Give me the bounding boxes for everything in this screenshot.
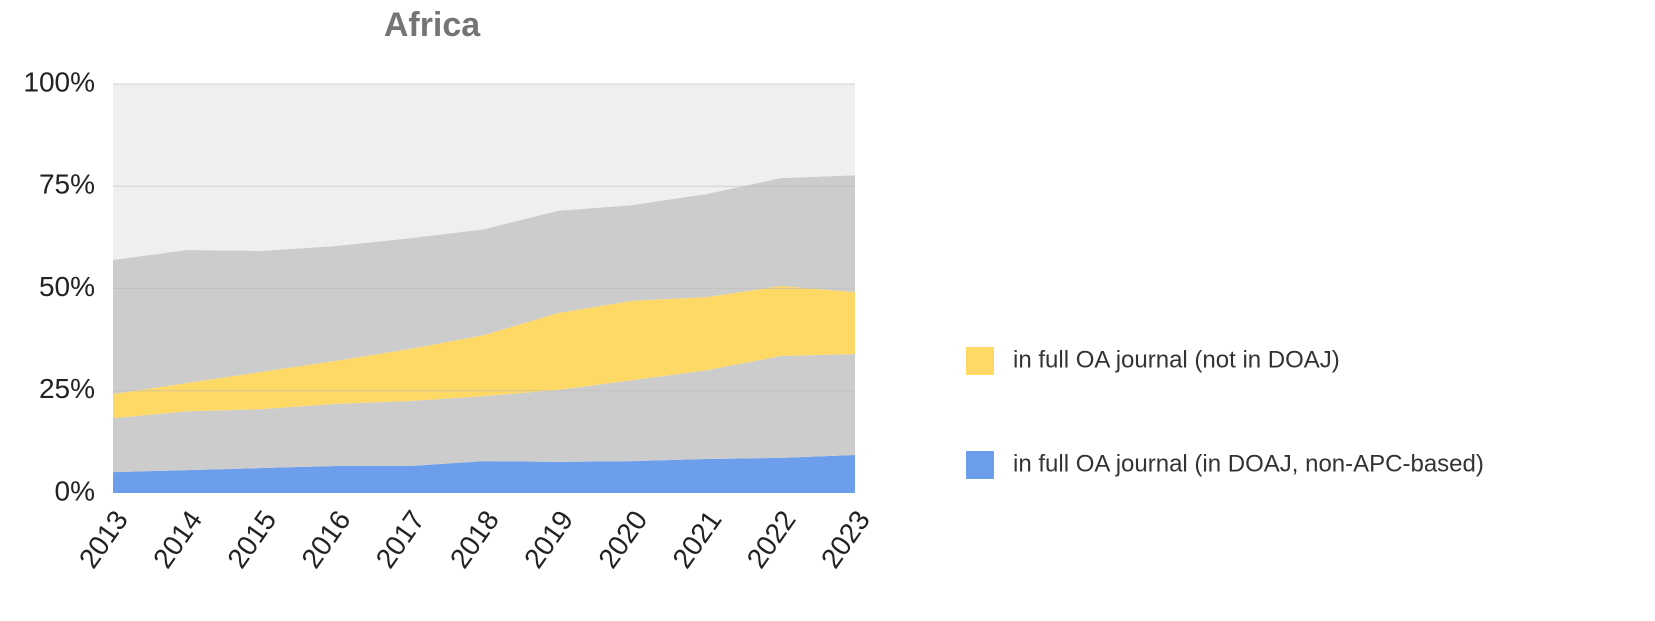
- x-tick-label: 2018: [444, 505, 505, 574]
- area: [113, 286, 855, 419]
- x-tick-label: 2023: [815, 505, 876, 574]
- area: [113, 84, 855, 260]
- legend-label: in full OA journal (in DOAJ, non-APC-bas…: [1013, 450, 1484, 477]
- x-tick-label: 2021: [666, 505, 727, 574]
- area: [113, 454, 855, 493]
- x-tick-label: 2014: [147, 505, 208, 574]
- chart-title: Africa: [384, 6, 481, 44]
- y-tick-label: 0%: [55, 475, 95, 506]
- x-tick-label: 2019: [518, 505, 579, 574]
- x-tick-label: 2013: [73, 505, 134, 574]
- y-tick-label: 100%: [23, 66, 95, 97]
- legend-swatch: [966, 347, 994, 375]
- area: [113, 353, 855, 473]
- x-tick-label: 2016: [295, 505, 356, 574]
- legend-swatch: [966, 451, 994, 479]
- x-tick-label: 2015: [221, 505, 282, 574]
- x-tick-label: 2022: [741, 505, 802, 574]
- y-tick-label: 75%: [39, 169, 95, 200]
- x-tick-label: 2020: [592, 505, 653, 574]
- area: [113, 175, 855, 395]
- legend-label: in full OA journal (not in DOAJ): [1013, 346, 1340, 373]
- y-tick-label: 50%: [39, 271, 95, 302]
- y-tick-label: 25%: [39, 373, 95, 404]
- x-tick-label: 2017: [370, 505, 431, 574]
